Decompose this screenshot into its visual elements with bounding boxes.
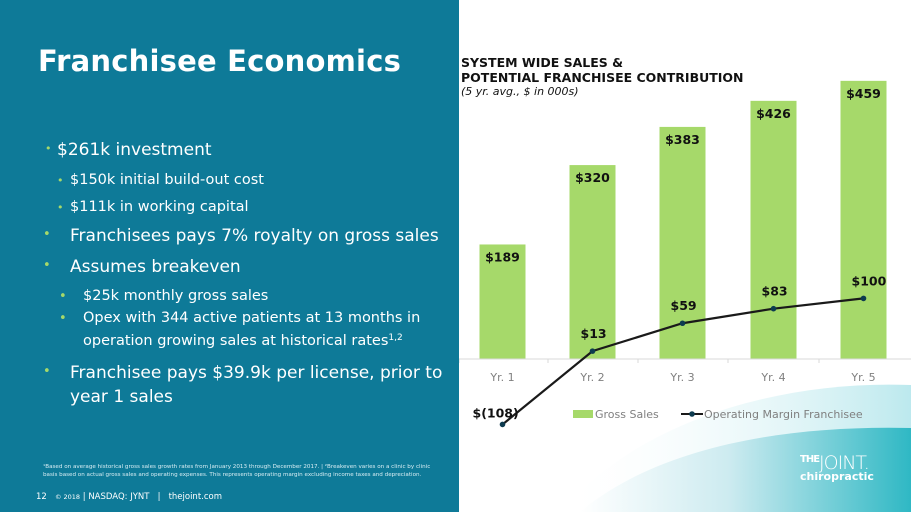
bullet-text: $261k investment	[57, 140, 212, 160]
page-title: Franchisee Economics	[38, 44, 402, 78]
bullet-text: $150k initial build-out cost	[70, 172, 264, 188]
bullet-item: • $25k monthly gross sales	[59, 288, 269, 304]
bullet-text: $111k in working capital	[70, 199, 249, 215]
line-point-marker	[589, 348, 596, 354]
bullet-dot-icon: •	[59, 311, 67, 326]
bar-gross-sales	[750, 100, 797, 360]
bar-gross-sales	[840, 80, 887, 359]
bullet-text: Opex with 344 active patients at 13 mont…	[83, 310, 421, 326]
bullet-text: Franchisees pays 7% royalty on gross sal…	[70, 226, 439, 246]
legend-marker-icon	[689, 411, 695, 417]
footnote-line-1: ¹Based on average historical gross sales…	[43, 464, 431, 470]
decorative-wave-front	[580, 427, 911, 512]
footnote-reference: 1,2	[388, 333, 403, 343]
bullet-item: • Opex with 344 active patients at 13 mon…	[59, 310, 421, 326]
bullet-dot-icon: •	[57, 201, 64, 214]
footer-separator: |	[157, 492, 161, 502]
bullet-text: Franchisee pays $39.9k per license, prio…	[70, 363, 443, 383]
legend-label-operating-margin: Operating Margin Franchisee	[704, 408, 863, 421]
legend-label-gross-sales: Gross Sales	[595, 408, 659, 421]
line-point-marker	[770, 305, 777, 312]
line-point-marker	[860, 295, 867, 302]
bullet-text: year 1 sales	[70, 387, 173, 407]
chart: $189 $320 $383 $426 $459 Yr. 1 Yr. 2 Yr. 3 Yr. …	[459, 80, 911, 512]
bullet-text: Assumes breakeven	[70, 257, 241, 277]
line-data-label: $13	[581, 326, 607, 341]
bullet-dot-icon: •	[57, 174, 64, 187]
x-tick-label: Yr. 2	[579, 371, 604, 384]
page-number: 12	[36, 492, 47, 502]
website-link[interactable]: thejoint.com	[168, 492, 223, 502]
footer: 12 © 2018 | NASDAQ: JYNT | thejoint.com	[36, 492, 222, 502]
line-point-marker	[499, 421, 506, 428]
x-tick-label: Yr. 4	[760, 371, 785, 384]
bullet-item: • Franchisees pays 7% royalty on gross sa…	[43, 226, 439, 246]
line-data-label: $100	[852, 273, 887, 288]
chart-title-line-2: POTENTIAL FRANCHISEE CONTRIBUTION	[461, 70, 744, 85]
x-tick-label: Yr. 5	[850, 371, 875, 384]
line-point-marker	[679, 320, 686, 327]
x-tick-label: Yr. 3	[669, 371, 694, 384]
legend-swatch-gross-sales	[573, 410, 593, 418]
chart-title-line-1: SYSTEM WIDE SALES &	[461, 55, 624, 70]
bullet-item: operation growing sales at historical ra…	[83, 333, 403, 349]
bullet-dot-icon: •	[43, 258, 51, 273]
bullet-dot-icon: •	[43, 364, 51, 379]
left-panel: Franchisee Economics • $261k investment • $…	[0, 0, 459, 512]
footnote-line-2: basis based on actual gross sales and op…	[43, 472, 422, 478]
logo-wordmark: THEJOINT.	[800, 452, 870, 474]
chart-subtitle: (5 yr. avg., $ in 000s)	[461, 85, 579, 98]
bar-gross-sales	[569, 165, 616, 359]
bullet-text: $25k monthly gross sales	[83, 288, 269, 304]
chart-title: SYSTEM WIDE SALES & POTENTIAL FRANCHISEE…	[461, 55, 744, 85]
bullet-item: year 1 sales	[70, 387, 173, 407]
bar-data-label: $189	[485, 249, 520, 264]
bullet-item: • Assumes breakeven	[43, 257, 241, 277]
bullet-item: • $111k in working capital	[57, 199, 249, 215]
bar-data-label: $383	[665, 132, 700, 147]
bullet-dot-icon: •	[59, 289, 67, 304]
bar-data-label: $320	[575, 170, 610, 185]
line-data-label: $(108)	[473, 405, 519, 420]
bar-gross-sales	[479, 244, 526, 359]
logo-tagline: chiropractic	[800, 470, 874, 483]
bar-data-label: $426	[756, 106, 791, 121]
bar-data-label: $459	[846, 86, 881, 101]
bullet-item: • Franchisee pays $39.9k per license, pri…	[43, 363, 443, 383]
bullet-dot-icon: •	[43, 227, 51, 242]
footnote: ¹Based on average historical gross sales…	[43, 463, 453, 479]
footer-separator: |	[82, 492, 86, 502]
x-tick-label: Yr. 1	[489, 371, 514, 384]
bullet-text: operation growing sales at historical ra…	[83, 333, 389, 349]
bullet-item: • $261k investment	[45, 140, 212, 160]
copyright: © 2018	[54, 493, 81, 501]
line-data-label: $59	[671, 298, 697, 313]
bullet-item: • $150k initial build-out cost	[57, 172, 264, 188]
line-data-label: $83	[762, 284, 788, 299]
the-joint-logo: THEJOINT. chiropractic	[800, 452, 874, 483]
bullet-dot-icon: •	[45, 142, 52, 155]
ticker: NASDAQ: JYNT	[88, 492, 150, 502]
